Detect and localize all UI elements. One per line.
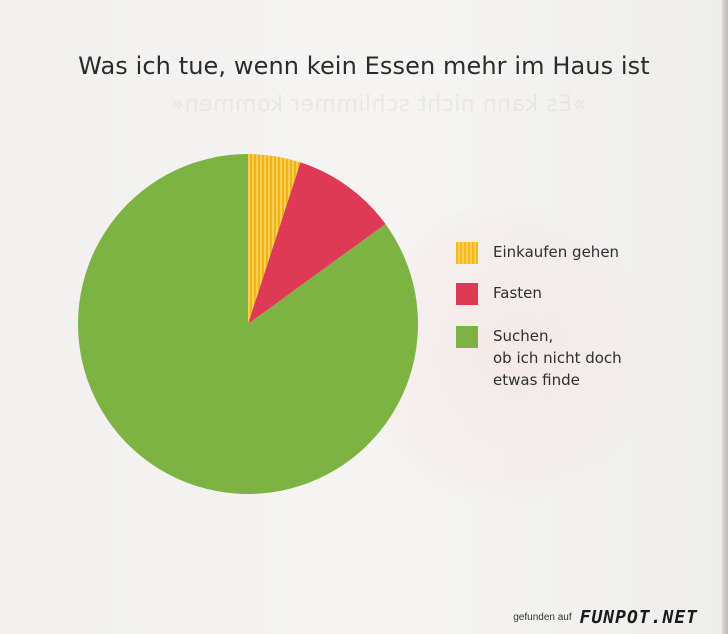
chart-legend: Einkaufen gehen Fasten Suchen, ob ich ni…	[456, 241, 696, 409]
page-edge-shadow	[722, 0, 728, 634]
watermark-logo: FUNPOT.NET	[579, 607, 698, 628]
watermark: gefunden auf FUNPOT.NET	[513, 607, 698, 628]
legend-item: Suchen, ob ich nicht doch etwas finde	[456, 325, 696, 391]
legend-label-fasten: Fasten	[493, 284, 542, 302]
legend-item: Fasten	[456, 282, 696, 305]
legend-swatch-einkaufen	[456, 242, 478, 264]
legend-swatch-suchen	[456, 326, 478, 348]
chart-title: Was ich tue, wenn kein Essen mehr im Hau…	[78, 52, 650, 80]
legend-label-einkaufen: Einkaufen gehen	[493, 243, 620, 261]
legend-swatch-fasten	[456, 283, 478, 305]
pie-slice-einkaufen	[248, 154, 301, 324]
legend-label-suchen: Suchen, ob ich nicht doch etwas finde	[493, 327, 622, 389]
legend-item: Einkaufen gehen	[456, 241, 696, 264]
pie-slice-suchen	[78, 154, 418, 494]
bleed-through-text: »Es kann nicht schlimmer kommen«	[170, 92, 586, 117]
watermark-prefix: gefunden auf	[513, 612, 572, 623]
pie-chart	[78, 154, 418, 494]
pie-slice-fasten	[248, 162, 386, 324]
